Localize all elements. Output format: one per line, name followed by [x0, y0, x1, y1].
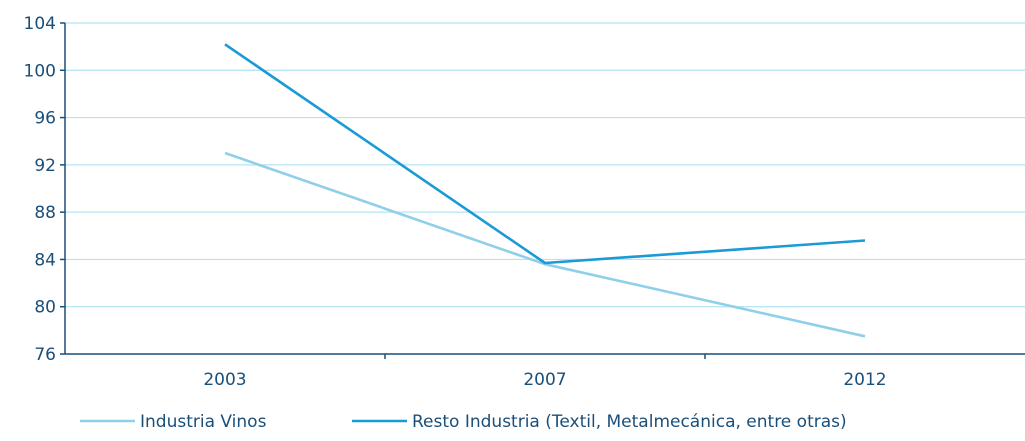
x-tick-label: 2012	[843, 370, 886, 390]
x-tick-label: 2007	[523, 370, 566, 390]
legend-label: Resto Industria (Textil, Metalmecánica, …	[412, 412, 847, 432]
axes	[60, 22, 1025, 359]
y-tick-label: 92	[34, 156, 56, 176]
y-tick-label: 104	[24, 14, 56, 34]
legend: Industria Vinos Resto Industria (Textil, …	[80, 412, 847, 432]
y-tick-label: 96	[34, 109, 56, 129]
y-tick-label: 88	[34, 203, 56, 223]
y-tick-label: 84	[34, 250, 56, 270]
series-line-2	[224, 43, 866, 265]
y-tick-label: 100	[24, 61, 56, 81]
y-tick-label: 80	[34, 298, 56, 318]
legend-label: Industria Vinos	[140, 412, 267, 432]
series-line-1	[224, 151, 866, 338]
x-tick-label: 2003	[203, 370, 246, 390]
gridlines	[65, 22, 1025, 308]
y-tick-label: 76	[34, 345, 56, 365]
y-tick-labels: 76 80 84 88 92 96 100 104	[24, 14, 56, 365]
series-lines	[224, 43, 866, 338]
x-tick-labels: 2003 2007 2012	[203, 370, 886, 390]
